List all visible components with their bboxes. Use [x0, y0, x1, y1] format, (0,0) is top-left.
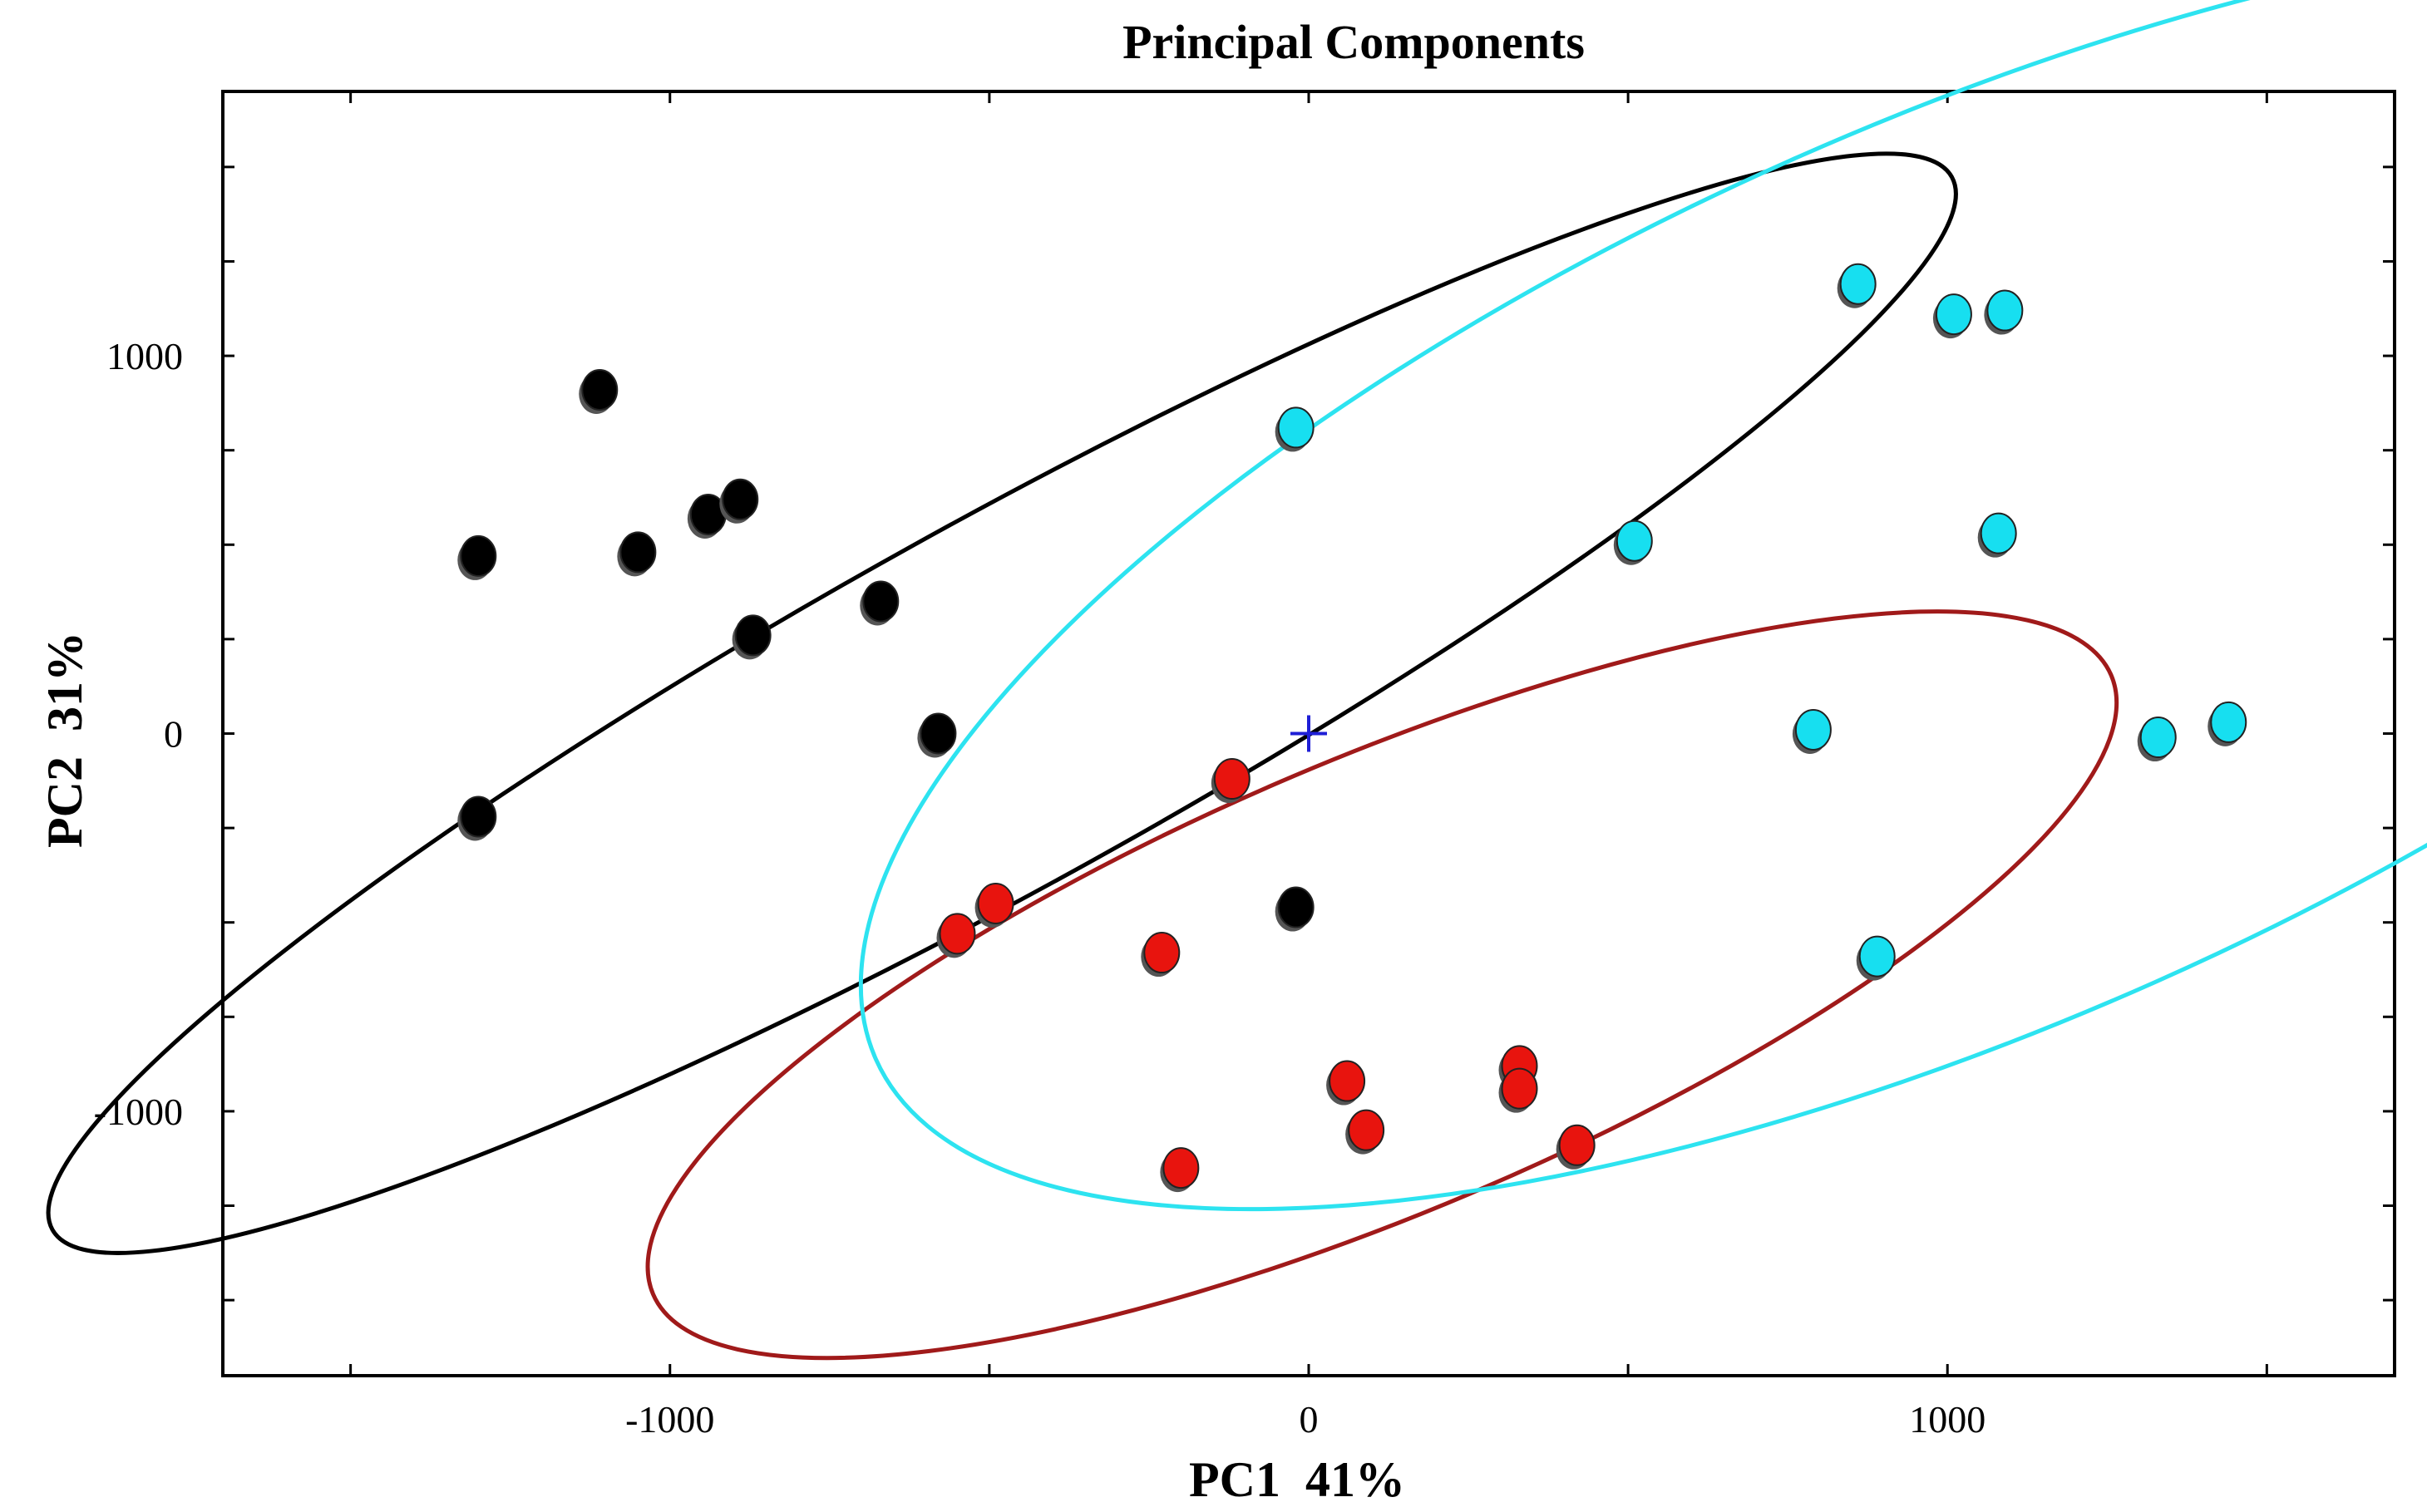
group-cyan-ellipse [858, 0, 2427, 1212]
group-cyan-point [1277, 406, 1315, 449]
group-red-point [977, 882, 1014, 924]
y-axis-title: PC2 31% [37, 632, 92, 848]
group-cyan-point [1980, 512, 2017, 554]
x-axis-title: PC1 41% [1189, 1452, 1405, 1507]
group-cyan-point [1858, 935, 1896, 978]
group-black-ellipse [46, 151, 1958, 1255]
group-black-point [1277, 886, 1315, 928]
group-cyan-point [1839, 263, 1877, 305]
group-red-point [1213, 758, 1250, 800]
group-red-point [1558, 1124, 1596, 1166]
group-cyan-point [1986, 289, 2024, 332]
group-cyan-point [2210, 701, 2247, 743]
x-tick-label: -1000 [625, 1398, 714, 1441]
group-black-point [920, 712, 957, 755]
y-tick-label: 1000 [106, 335, 183, 377]
group-black-point [734, 614, 772, 657]
group-black-point [460, 795, 497, 838]
group-red-point [1348, 1109, 1385, 1151]
group-black-point [460, 534, 497, 577]
origin-marker [1290, 715, 1327, 752]
group-cyan-point [1616, 520, 1653, 562]
chart-title: Principal Components [1122, 15, 1585, 69]
axis-ticks: -1000 0 1000 1000 0 -1000 [94, 91, 2395, 1441]
group-black-point [619, 531, 657, 574]
group-black-point [581, 368, 619, 411]
group-red-point [1329, 1060, 1366, 1102]
y-tick-label: 0 [164, 713, 183, 756]
group-red-point [939, 913, 976, 955]
group-cyan-point [2139, 717, 2177, 759]
group-red-point [1143, 932, 1181, 974]
data-points [457, 263, 2247, 1193]
group-cyan-point [1935, 293, 1972, 336]
group-black-point [862, 580, 900, 623]
group-cyan-point [1794, 708, 1832, 751]
group-black-point [722, 478, 759, 520]
y-tick-label: -1000 [94, 1091, 183, 1133]
group-red-ellipse [645, 609, 2119, 1361]
group-red-point [1501, 1067, 1538, 1110]
x-tick-label: 1000 [1909, 1398, 1986, 1441]
x-tick-label: 0 [1300, 1398, 1319, 1441]
group-red-point [1162, 1147, 1200, 1189]
